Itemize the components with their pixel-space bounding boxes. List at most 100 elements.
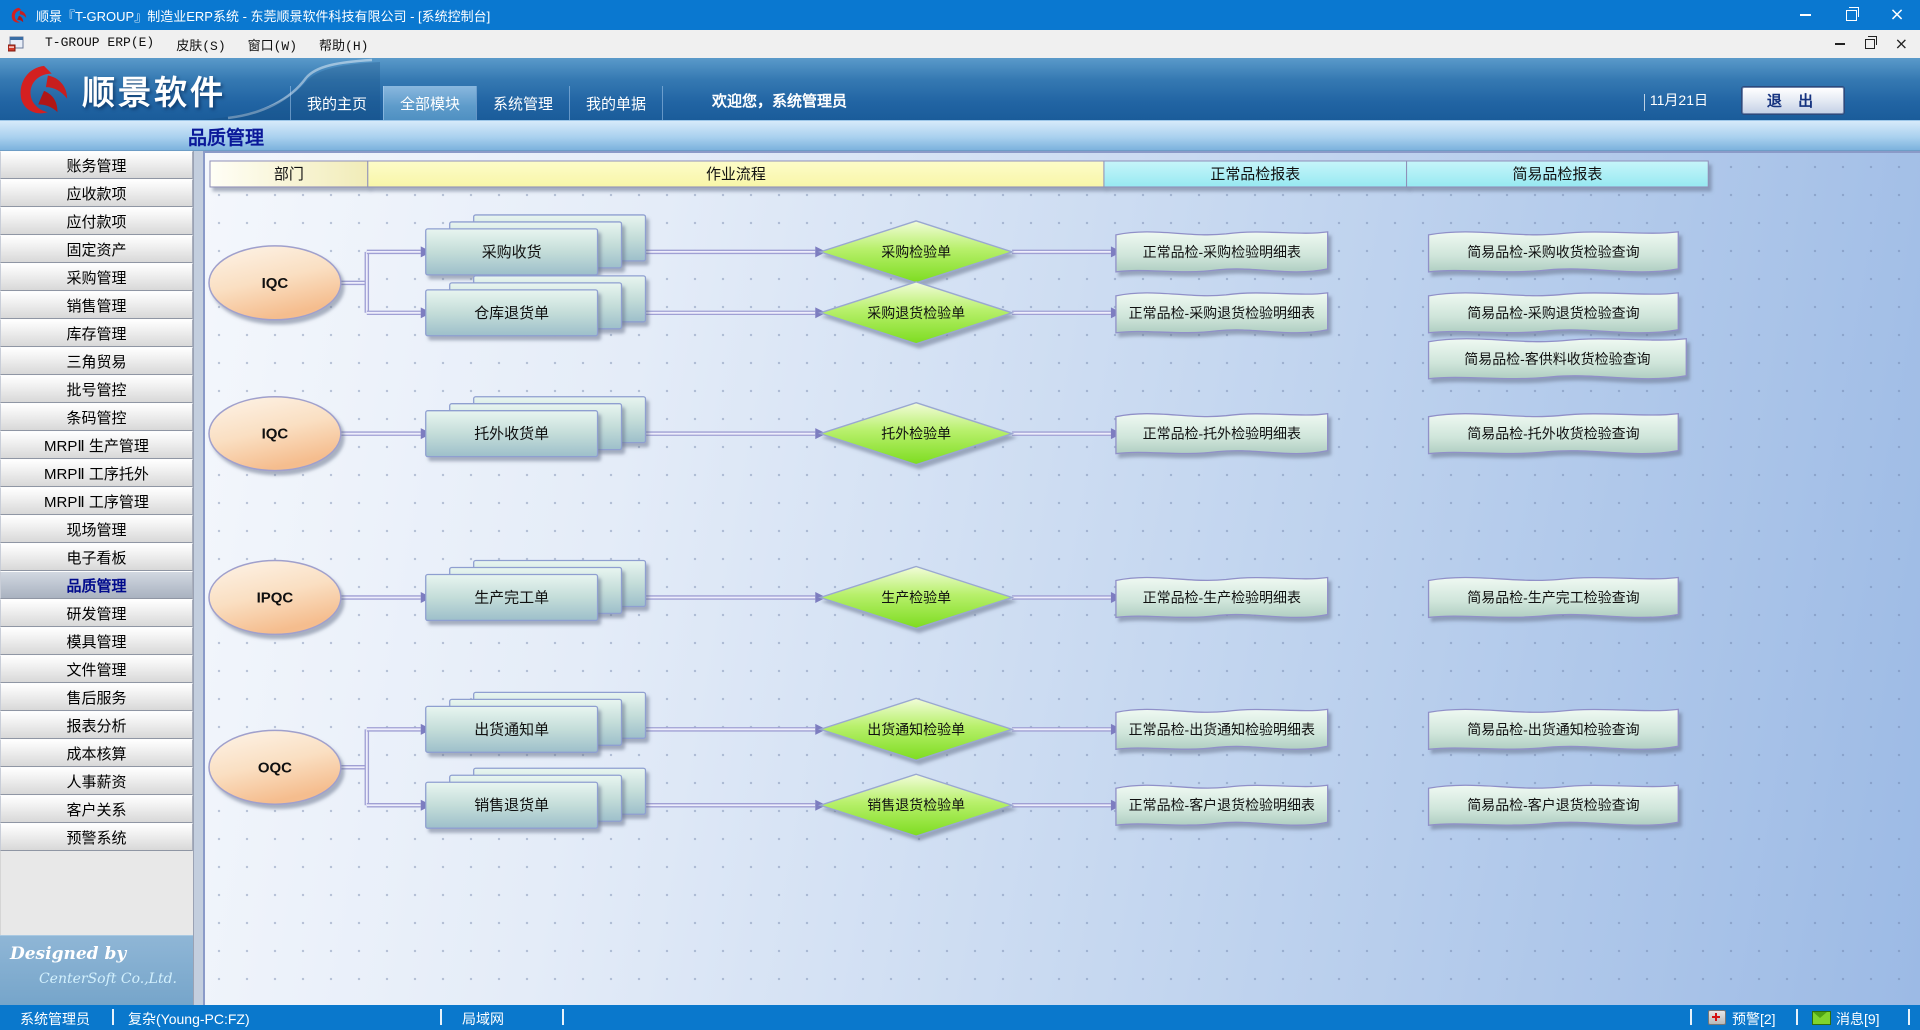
header-divider — [1644, 94, 1645, 111]
sidebar-item-0[interactable]: 账务管理 — [0, 151, 193, 179]
app-logo-icon — [11, 7, 27, 23]
column-header-label: 作业流程 — [706, 166, 766, 183]
sidebar-item-10[interactable]: MRPⅡ 生产管理 — [0, 431, 193, 459]
query-shipping-notice[interactable]: 简易品检-出货通知检验查询 — [1427, 708, 1679, 751]
sidebar-item-1[interactable]: 应收款项 — [0, 179, 193, 207]
dept-iqc-2[interactable]: IQC — [208, 395, 342, 472]
status-messages[interactable]: 消息[9] — [1836, 1011, 1880, 1027]
sidebar-item-19[interactable]: 售后服务 — [0, 683, 193, 711]
doc-production-complete[interactable]: 生产完工单 — [425, 559, 647, 622]
sidebar-item-6[interactable]: 库存管理 — [0, 319, 193, 347]
mdi-restore-icon[interactable] — [1864, 36, 1877, 49]
check-outsource[interactable]: 托外检验单 — [818, 401, 1015, 466]
sidebar-item-22[interactable]: 人事薪资 — [0, 767, 193, 795]
menu-item-1[interactable]: 皮肤(S) — [176, 38, 226, 54]
menu-item-0[interactable]: T-GROUP ERP(E) — [45, 34, 155, 50]
sidebar-item-9[interactable]: 条码管控 — [0, 403, 193, 431]
column-header-label: 简易品检报表 — [1513, 166, 1603, 183]
report-production[interactable]: 正常品检-生产检验明细表 — [1115, 576, 1329, 619]
doc-warehouse-return[interactable]: 仓库退货单 — [425, 275, 647, 337]
mdi-form-icon — [8, 36, 24, 52]
header-swoosh-decor — [200, 58, 380, 120]
report-outsource[interactable]: 正常品检-托外检验明细表 — [1115, 412, 1329, 455]
module-sidebar: 账务管理 应收款项 应付款项 固定资产 采购管理 销售管理 库存管理 三角贸易 批号管控 条码管控… — [0, 151, 194, 1005]
close-button[interactable]: × — [1874, 0, 1920, 30]
sidebar-item-17[interactable]: 模具管理 — [0, 627, 193, 655]
tab-1[interactable]: 全部模块 — [383, 86, 477, 120]
column-header-1: 作业流程 — [367, 160, 1105, 188]
sidebar-item-23[interactable]: 客户关系 — [0, 795, 193, 823]
sidebar-item-14[interactable]: 电子看板 — [0, 543, 193, 571]
dept-oqc[interactable]: OQC — [208, 729, 342, 805]
doc-outsource-receipt[interactable]: 托外收货单 — [425, 396, 647, 458]
menu-bar: T-GROUP ERP(E) 皮肤(S) 窗口(W) 帮助(H) × — [0, 30, 1920, 59]
connector-3 — [366, 307, 432, 319]
report-outsource-label: 正常品检-托外检验明细表 — [1143, 426, 1301, 442]
connector-9 — [645, 428, 827, 440]
connector-18 — [645, 723, 827, 735]
check-production-label: 生产检验单 — [881, 589, 951, 605]
report-shipping-notice[interactable]: 正常品检-出货通知检验明细表 — [1115, 708, 1329, 751]
sidebar-item-7[interactable]: 三角贸易 — [0, 347, 193, 375]
query-purchase-return[interactable]: 简易品检-采购退货检验查询 — [1427, 292, 1679, 334]
doc-purchase-receipt[interactable]: 采购收货 — [425, 214, 647, 276]
sidebar-item-15[interactable]: 品质管理 — [0, 571, 193, 599]
mdi-minimize-icon[interactable] — [1834, 43, 1845, 45]
message-mail-icon[interactable] — [1812, 1011, 1831, 1025]
current-date: 11月21日 — [1649, 92, 1708, 108]
sidebar-item-2[interactable]: 应付款项 — [0, 207, 193, 235]
check-purchase[interactable]: 采购检验单 — [818, 220, 1015, 284]
sidebar-item-18[interactable]: 文件管理 — [0, 655, 193, 683]
sidebar-item-8[interactable]: 批号管控 — [0, 375, 193, 403]
report-purchase[interactable]: 正常品检-采购检验明细表 — [1115, 231, 1329, 273]
sidebar-item-24[interactable]: 预警系统 — [0, 823, 193, 851]
sidebar-item-12[interactable]: MRPⅡ 工序管理 — [0, 487, 193, 515]
report-customer-return[interactable]: 正常品检-客户退货检验明细表 — [1115, 784, 1329, 826]
sidebar-item-20[interactable]: 报表分析 — [0, 711, 193, 739]
connector-11 — [340, 591, 432, 603]
menu-item-2[interactable]: 窗口(W) — [247, 38, 298, 54]
alert-kit-icon[interactable] — [1708, 1010, 1726, 1025]
dept-ipqc[interactable]: IPQC — [208, 559, 342, 636]
tab-3[interactable]: 我的单据 — [569, 86, 664, 120]
sidebar-filler — [0, 851, 193, 935]
sidebar-item-3[interactable]: 固定资产 — [0, 235, 193, 263]
quality-flowchart-panel: 部门 作业流程 正常品检报表 简易品检报表 IQC IQC IPQC OQC 采购收货 仓库退货… — [203, 151, 1920, 1005]
tab-2[interactable]: 系统管理 — [476, 86, 569, 120]
check-sales-return[interactable]: 销售退货检验单 — [818, 773, 1015, 837]
menu-item-3[interactable]: 帮助(H) — [319, 38, 369, 54]
minimize-icon — [1799, 14, 1811, 16]
mdi-close-icon[interactable]: × — [1894, 34, 1908, 53]
status-host: 复杂(Young-PC:FZ) — [128, 1011, 250, 1027]
status-divider — [440, 1009, 442, 1025]
query-production-complete[interactable]: 简易品检-生产完工检验查询 — [1427, 576, 1679, 619]
status-network: 局域网 — [462, 1011, 504, 1027]
report-purchase-return[interactable]: 正常品检-采购退货检验明细表 — [1115, 292, 1329, 334]
status-alerts[interactable]: 预警[2] — [1732, 1011, 1776, 1027]
check-purchase-return[interactable]: 采购退货检验单 — [818, 281, 1015, 345]
restore-button[interactable] — [1828, 0, 1874, 30]
sidebar-item-4[interactable]: 采购管理 — [0, 263, 193, 291]
sidebar-item-13[interactable]: 现场管理 — [0, 515, 193, 543]
dept-iqc-1[interactable]: IQC — [208, 245, 342, 321]
connector-5 — [1012, 246, 1122, 258]
query-customer-supplied[interactable]: 简易品检-客供料收货检验查询 — [1427, 338, 1687, 380]
query-customer-return[interactable]: 简易品检-客户退货检验查询 — [1427, 784, 1679, 826]
query-outsource-receipt[interactable]: 简易品检-托外收货检验查询 — [1427, 412, 1679, 455]
module-title: 品质管理 — [188, 128, 265, 149]
column-header-2: 正常品检报表 — [1103, 160, 1408, 188]
doc-shipping-notice[interactable]: 出货通知单 — [425, 691, 647, 753]
doc-sales-return[interactable]: 销售退货单 — [425, 767, 647, 829]
exit-button[interactable]: 退 出 — [1741, 86, 1845, 115]
query-production-complete-label: 简易品检-生产完工检验查询 — [1467, 589, 1639, 605]
query-purchase-receipt[interactable]: 简易品检-采购收货检验查询 — [1427, 231, 1679, 273]
check-shipping-notice[interactable]: 出货通知检验单 — [818, 697, 1015, 762]
check-production[interactable]: 生产检验单 — [818, 565, 1015, 630]
sidebar-item-11[interactable]: MRPⅡ 工序托外 — [0, 459, 193, 487]
tab-0[interactable]: 我的主页 — [290, 86, 383, 120]
sidebar-item-21[interactable]: 成本核算 — [0, 739, 193, 767]
sidebar-item-5[interactable]: 销售管理 — [0, 291, 193, 319]
sidebar-item-16[interactable]: 研发管理 — [0, 599, 193, 627]
minimize-button[interactable] — [1782, 0, 1828, 30]
